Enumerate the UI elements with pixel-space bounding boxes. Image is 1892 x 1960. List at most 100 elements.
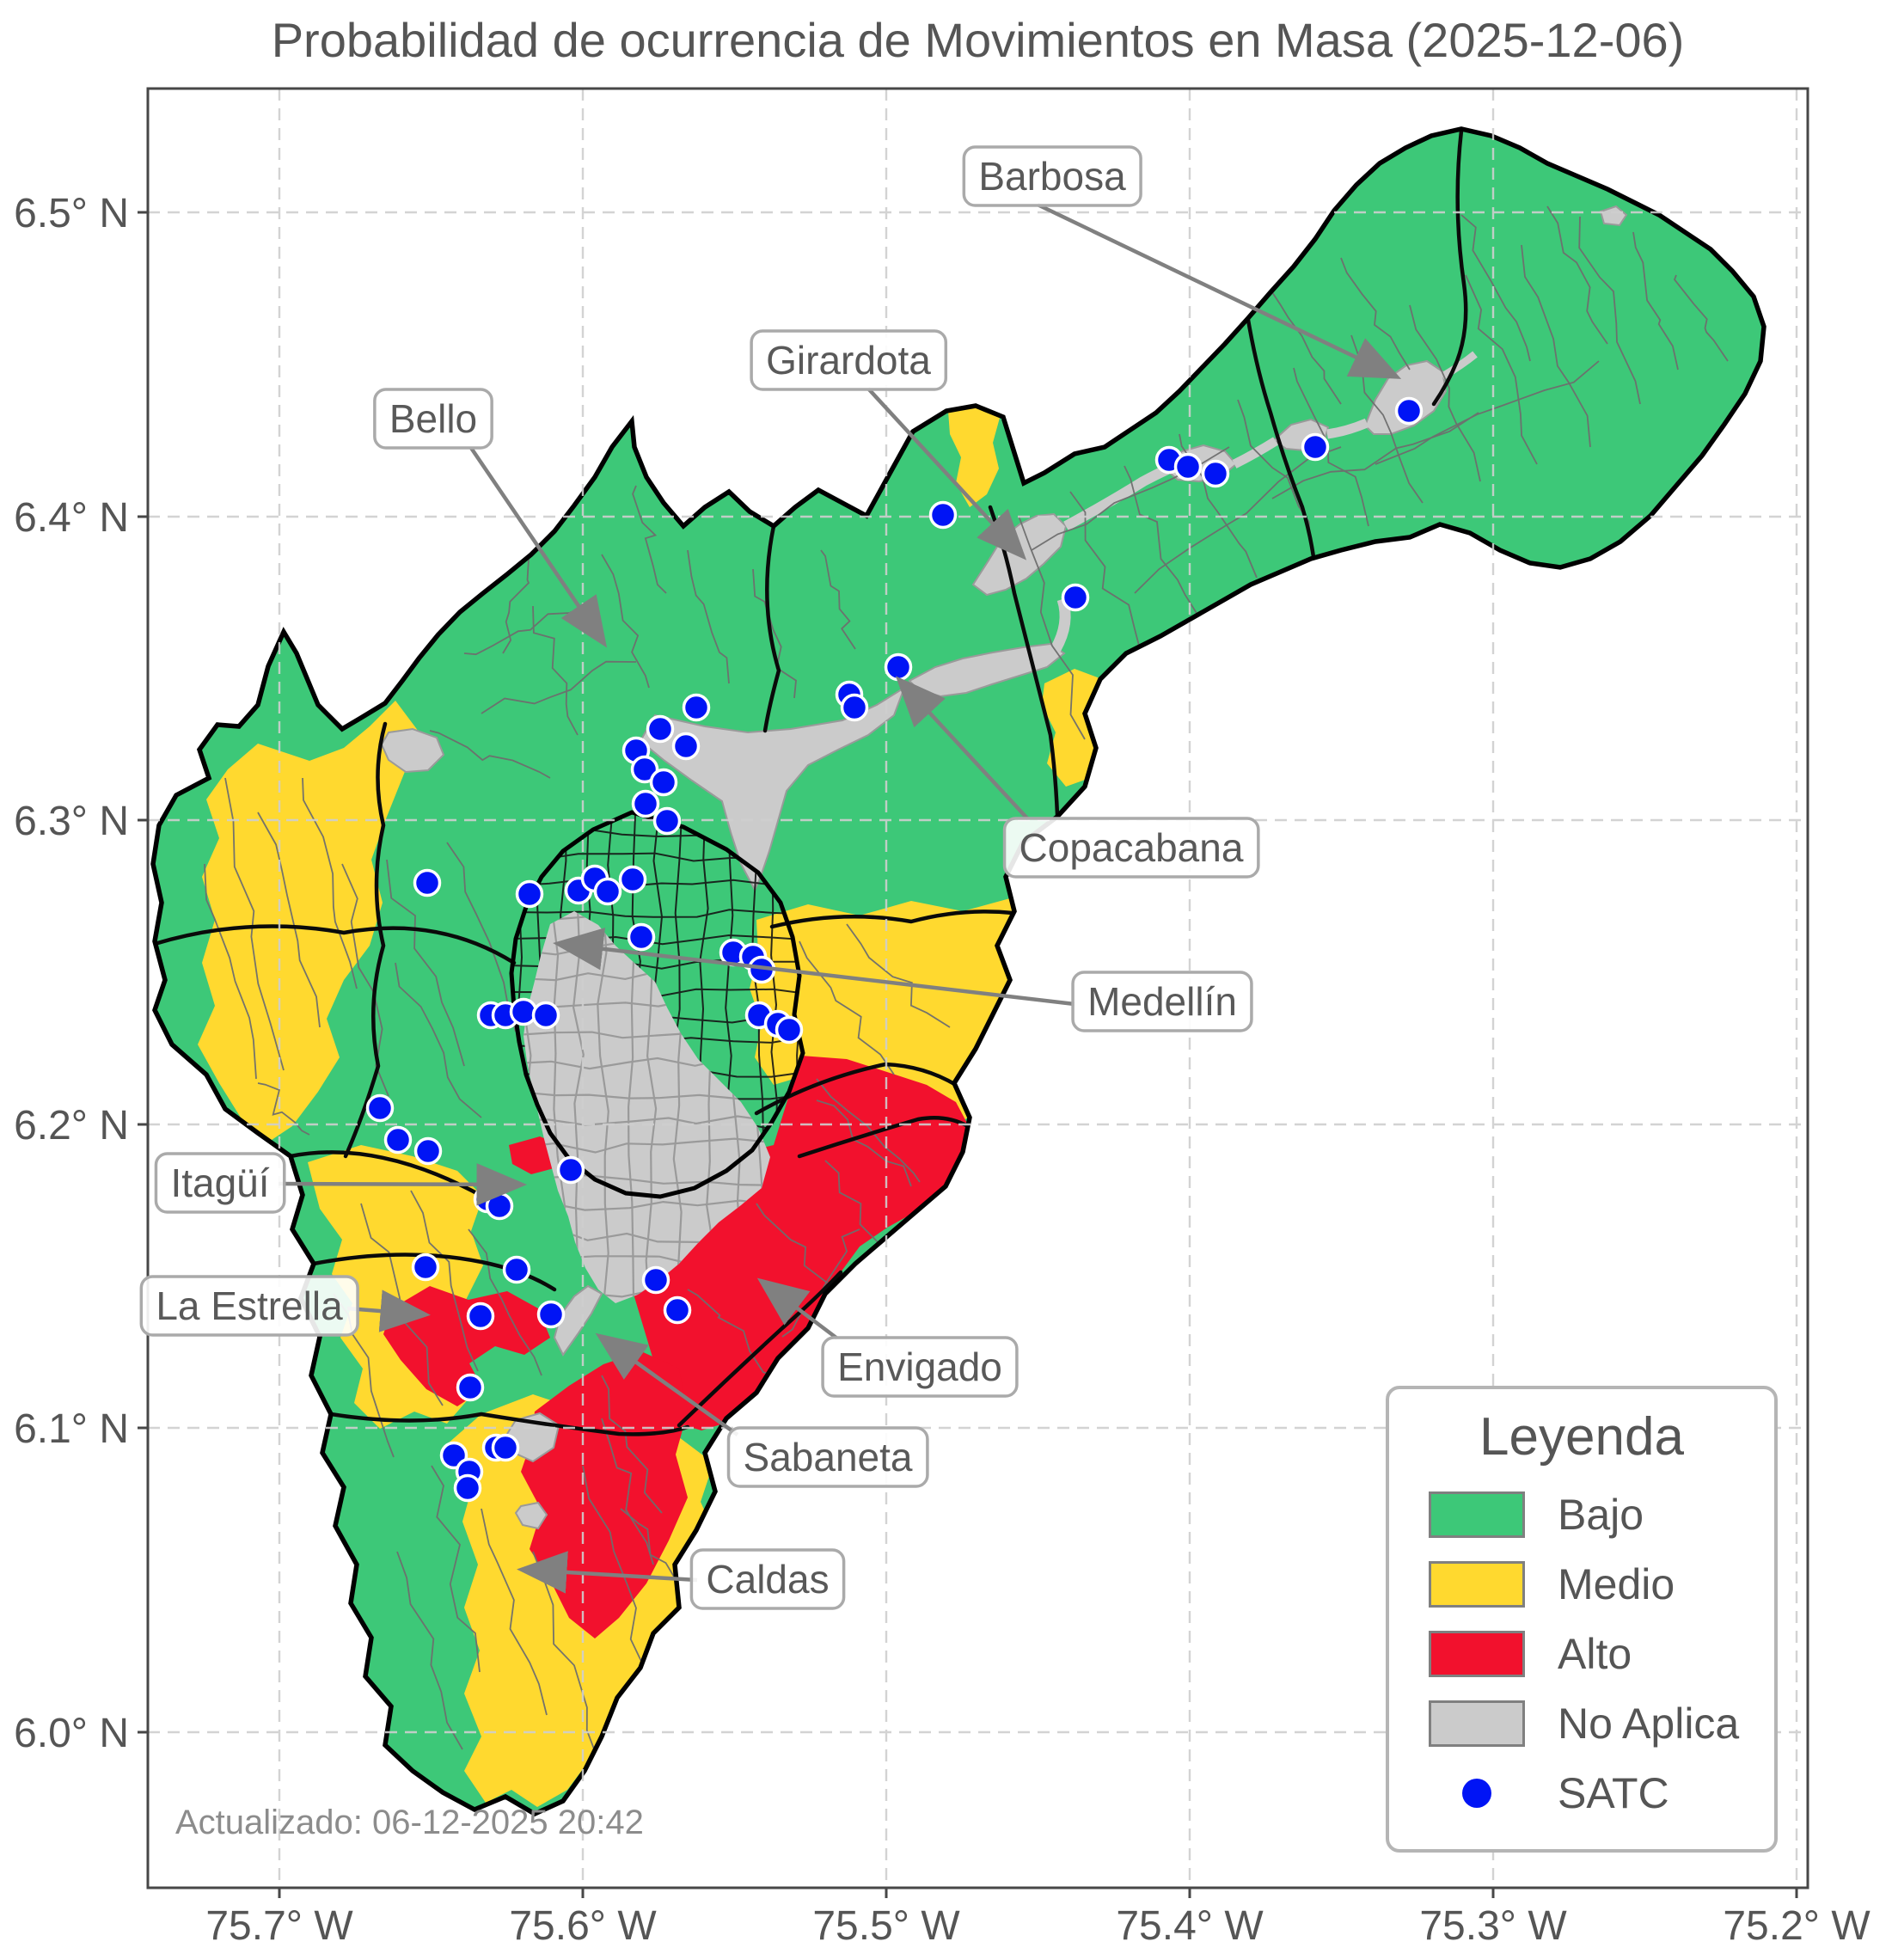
satc-dot <box>1201 459 1230 488</box>
annotation-itag: Itagüí <box>154 1152 527 1214</box>
leader-line <box>469 446 608 648</box>
legend-item-alto: Alto <box>1389 1619 1774 1688</box>
satc-dot <box>840 693 869 722</box>
annotation-box <box>373 388 493 450</box>
satc-swatch <box>1429 1770 1525 1816</box>
annotation-laestrella: La Estrella <box>139 1275 431 1337</box>
legend-label: Bajo <box>1558 1490 1644 1539</box>
leader-line <box>895 676 1030 821</box>
x-tick-label: 75.2° W <box>1723 1903 1871 1949</box>
satc-dot <box>485 1191 514 1221</box>
legend-item-bajo: Bajo <box>1389 1479 1774 1549</box>
annotation-caldas: Caldas <box>517 1548 846 1610</box>
updated-timestamp: Actualizado: 06-12-2025 20:42 <box>175 1804 644 1841</box>
annotation-box <box>750 329 948 391</box>
annotation-box <box>1002 817 1260 879</box>
satc-legend-dot <box>1462 1778 1491 1808</box>
satc-dot <box>593 877 622 906</box>
x-tick-label: 75.6° W <box>509 1903 657 1949</box>
page-title: Probabilidad de ocurrencia de Movimiento… <box>271 13 1685 67</box>
satc-dot <box>630 755 659 784</box>
satc-dot <box>453 1473 482 1503</box>
satc-dot <box>618 865 647 894</box>
annotation-box <box>821 1336 1019 1398</box>
satc-dot <box>1301 432 1330 462</box>
annotation-box <box>962 145 1142 207</box>
satc-dot <box>649 768 678 797</box>
leader-line <box>517 1551 698 1594</box>
annotation-label: Girardota <box>766 338 931 383</box>
annotation-label: Barbosa <box>978 154 1126 199</box>
no aplica-swatch <box>1429 1700 1525 1747</box>
legend-label: Alto <box>1558 1629 1632 1678</box>
leader-line <box>595 1332 739 1436</box>
annotation-medelln: Medellín <box>553 928 1253 1032</box>
satc-dot <box>491 1433 520 1462</box>
annotation-label: Itagüí <box>170 1161 269 1205</box>
annotation-label: Medellín <box>1087 979 1237 1024</box>
y-tick-label: 6.2° N <box>14 1103 129 1148</box>
annotation-box <box>726 1426 929 1488</box>
satc-dot <box>383 1125 413 1155</box>
annotation-label: Bello <box>389 396 477 441</box>
tick-labels: 75.7° W 75.6° W 75.5° W 75.4° W 75.3° W 75.2°… <box>14 191 1871 1949</box>
annotation-box <box>1071 971 1253 1032</box>
satc-dot <box>641 1265 670 1295</box>
annotation-box <box>154 1152 286 1214</box>
satc-dot <box>1061 583 1090 612</box>
satc-dot <box>928 500 958 530</box>
annotations: Barbosa Girardota Bello Copacabana Medellín I… <box>139 145 1402 1610</box>
leader-line <box>553 928 1075 1007</box>
annotation-girardota: Girardota <box>750 329 1027 560</box>
leader-line <box>1037 202 1402 379</box>
legend-label: No Aplica <box>1558 1699 1740 1748</box>
annotation-copacabana: Copacabana <box>895 676 1260 879</box>
bajo-swatch <box>1429 1491 1525 1538</box>
leader-line <box>278 1163 527 1206</box>
x-tick-label: 75.5° W <box>812 1903 960 1949</box>
satc-dot <box>663 1295 692 1325</box>
satc-dot <box>456 1373 485 1402</box>
y-tick-label: 6.3° N <box>14 799 129 844</box>
satc-dot <box>536 1300 566 1329</box>
satc-dot <box>411 1253 440 1282</box>
leader-line <box>346 1289 431 1332</box>
satc-dot <box>502 1255 531 1284</box>
satc-points <box>365 396 1424 1503</box>
annotation-label: Envigado <box>837 1344 1002 1389</box>
annotation-barbosa: Barbosa <box>962 145 1402 379</box>
satc-dot <box>413 1136 443 1166</box>
annotation-bello: Bello <box>373 388 608 648</box>
leader-line <box>866 387 1027 560</box>
annotation-label: La Estrella <box>156 1283 343 1328</box>
annotation-box <box>689 1548 846 1610</box>
plot-frame <box>146 87 1809 1890</box>
satc-dot <box>775 1015 804 1044</box>
legend-label: Medio <box>1558 1559 1675 1608</box>
satc-dot <box>515 879 544 909</box>
legend-item-noaplica: No Aplica <box>1389 1688 1774 1758</box>
y-tick-label: 6.1° N <box>14 1406 129 1452</box>
medio-swatch <box>1429 1560 1525 1608</box>
satc-dot <box>365 1093 395 1123</box>
satc-dot <box>646 714 675 744</box>
x-tick-label: 75.4° W <box>1116 1903 1264 1949</box>
satc-dot <box>509 997 538 1026</box>
legend-label: SATC <box>1558 1768 1669 1817</box>
annotation-label: Copacabana <box>1019 825 1244 870</box>
tick-marks <box>138 211 1798 1898</box>
x-tick-label: 75.7° W <box>205 1903 353 1949</box>
satc-dot <box>627 922 656 952</box>
annotation-label: Caldas <box>706 1557 829 1602</box>
annotation-label: Sabaneta <box>744 1435 913 1479</box>
satc-dot <box>671 732 701 761</box>
annotation-envigado: Envigado <box>756 1277 1019 1398</box>
y-tick-label: 6.5° N <box>14 191 129 236</box>
annotation-box <box>139 1275 359 1337</box>
y-tick-label: 6.4° N <box>14 495 129 541</box>
y-tick-label: 6.0° N <box>14 1711 129 1756</box>
satc-dot <box>631 789 660 818</box>
x-tick-label: 75.3° W <box>1419 1903 1567 1949</box>
satc-dot <box>884 652 913 682</box>
